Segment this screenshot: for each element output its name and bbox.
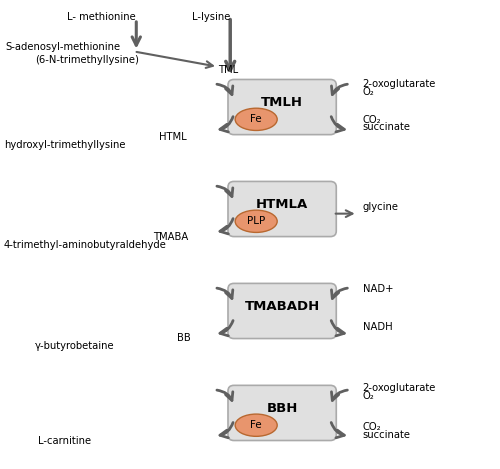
Text: TMABA: TMABA bbox=[154, 232, 189, 242]
Text: 2-oxoglutarate: 2-oxoglutarate bbox=[362, 383, 436, 393]
Text: succinate: succinate bbox=[362, 122, 410, 132]
Text: O₂: O₂ bbox=[362, 391, 374, 401]
Text: TML: TML bbox=[218, 65, 238, 75]
Text: PLP: PLP bbox=[247, 216, 266, 226]
Text: CO₂: CO₂ bbox=[362, 114, 382, 125]
Ellipse shape bbox=[235, 414, 277, 436]
Text: γ-butyrobetaine: γ-butyrobetaine bbox=[35, 340, 114, 351]
Text: CO₂: CO₂ bbox=[362, 422, 382, 432]
Text: HTMLA: HTMLA bbox=[256, 198, 308, 211]
FancyBboxPatch shape bbox=[228, 182, 336, 236]
Text: L-carnitine: L-carnitine bbox=[38, 436, 92, 446]
Text: Fe: Fe bbox=[250, 420, 262, 430]
Text: TMABADH: TMABADH bbox=[244, 300, 320, 313]
Text: HTML: HTML bbox=[158, 132, 186, 142]
Text: 2-oxoglutarate: 2-oxoglutarate bbox=[362, 79, 436, 89]
FancyBboxPatch shape bbox=[228, 386, 336, 440]
Text: hydroxyl-trimethyllysine: hydroxyl-trimethyllysine bbox=[4, 140, 126, 150]
Text: L- methionine: L- methionine bbox=[67, 12, 136, 22]
Text: L-lysine: L-lysine bbox=[192, 12, 230, 22]
Text: BB: BB bbox=[177, 333, 190, 343]
Text: Fe: Fe bbox=[250, 114, 262, 124]
Text: O₂: O₂ bbox=[362, 87, 374, 97]
Text: BBH: BBH bbox=[266, 402, 298, 415]
Ellipse shape bbox=[235, 108, 277, 130]
FancyBboxPatch shape bbox=[228, 283, 336, 339]
Text: succinate: succinate bbox=[362, 430, 410, 440]
Ellipse shape bbox=[235, 210, 277, 233]
FancyBboxPatch shape bbox=[228, 79, 336, 135]
Text: glycine: glycine bbox=[362, 202, 398, 212]
Text: (6-N-trimethyllysine): (6-N-trimethyllysine) bbox=[35, 55, 139, 65]
Text: TMLH: TMLH bbox=[261, 96, 303, 109]
Text: S-adenosyl-methionine: S-adenosyl-methionine bbox=[5, 42, 120, 52]
Text: NAD+: NAD+ bbox=[362, 284, 393, 294]
Text: NADH: NADH bbox=[362, 322, 392, 332]
Text: 4-trimethyl-aminobutyraldehyde: 4-trimethyl-aminobutyraldehyde bbox=[4, 240, 166, 250]
